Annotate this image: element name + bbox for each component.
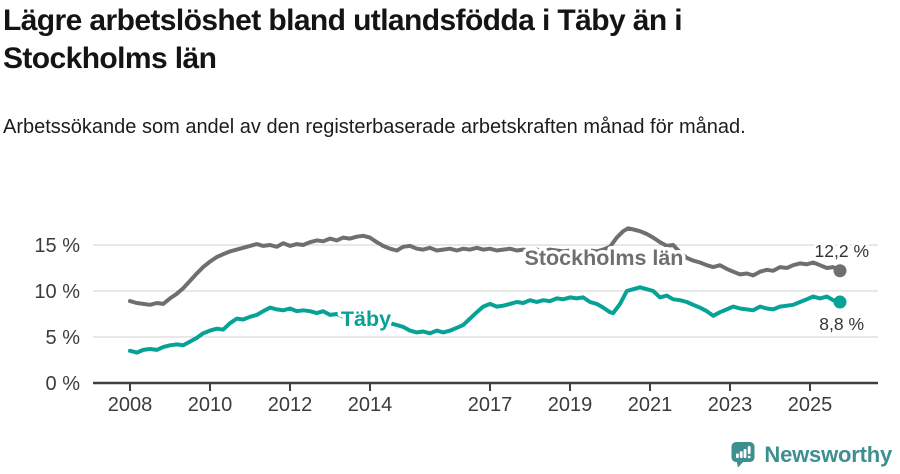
y-axis-tick-label: 0 % xyxy=(46,373,81,395)
newsworthy-bar-chart-speech-bubble-icon xyxy=(731,442,755,468)
x-axis-tick-label: 2021 xyxy=(628,394,673,416)
x-axis-tick-label: 2017 xyxy=(468,394,513,416)
x-axis-tick-label: 2008 xyxy=(108,394,153,416)
x-axis-tick-label: 2010 xyxy=(188,394,233,416)
x-axis-tick-label: 2025 xyxy=(788,394,833,416)
brand-name: Newsworthy xyxy=(764,441,892,467)
end-value-label-stockholms-l-n: 12,2 % xyxy=(815,241,869,261)
series-end-dot-t-by xyxy=(833,295,847,309)
series-label-stockholms-l-n: Stockholms län xyxy=(525,246,684,270)
chart-title: Lägre arbetslöshet bland utlandsfödda i … xyxy=(3,4,683,75)
newsworthy-logo: Newsworthy xyxy=(730,441,892,468)
y-axis-tick-label: 10 % xyxy=(34,281,80,303)
x-axis-tick-label: 2019 xyxy=(548,394,593,416)
series-line-t-by xyxy=(128,285,842,355)
chart-subtitle: Arbetssökande som andel av den registerb… xyxy=(3,116,746,138)
series-end-dot-stockholms-l-n xyxy=(833,264,847,278)
x-axis-tick-label: 2014 xyxy=(348,394,393,416)
y-axis-tick-label: 15 % xyxy=(34,235,80,257)
x-axis-tick-label: 2023 xyxy=(708,394,753,416)
y-axis-tick-label: 5 % xyxy=(46,327,81,349)
end-value-label-t-by: 8,8 % xyxy=(819,314,864,334)
series-label-t-by: Täby xyxy=(341,307,391,331)
series-line-stockholms-l-n xyxy=(128,226,842,307)
x-axis-tick-label: 2012 xyxy=(268,394,313,416)
